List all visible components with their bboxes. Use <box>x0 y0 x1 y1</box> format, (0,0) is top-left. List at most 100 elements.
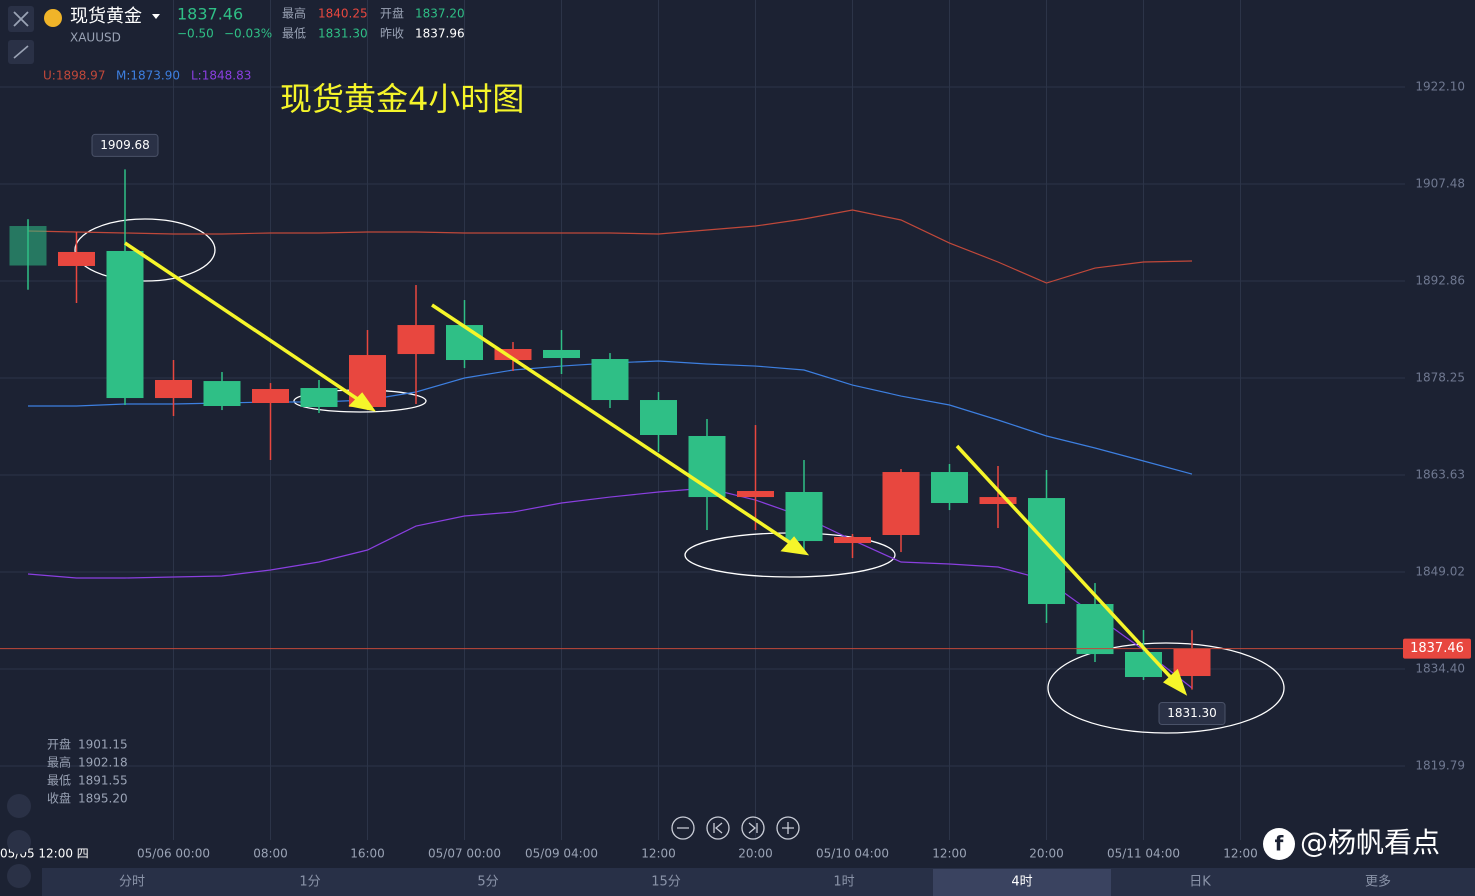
arrow <box>124 241 363 404</box>
close-icon <box>13 11 29 27</box>
stat-label: 开盘 <box>380 6 404 21</box>
playback-controls <box>671 816 800 840</box>
candle-body <box>931 472 968 504</box>
stat-value: 1831.30 <box>318 27 368 41</box>
price-callout-label: 1909.68 <box>100 138 150 152</box>
to-start[interactable] <box>706 816 730 840</box>
zoom-in[interactable] <box>776 816 800 840</box>
stat-value: 1840.25 <box>318 7 368 21</box>
info-value: 1902.18 <box>78 756 128 770</box>
stat-value: 1837.96 <box>415 27 465 41</box>
indicator-m: M:1873.90 <box>116 69 180 83</box>
tool-button[interactable] <box>7 864 31 888</box>
info-value: 1895.20 <box>78 792 128 806</box>
candle-body <box>979 497 1017 505</box>
symbol: XAUUSD <box>70 31 121 45</box>
price-callout <box>1158 702 1226 726</box>
tab[interactable]: 日K <box>1189 875 1211 890</box>
candle-body <box>494 348 532 361</box>
info-panel: 开盘 1901.15 最高 1902.18 最低 1891.55 收盘 1895.20 <box>47 737 128 806</box>
info-label: 开盘 <box>47 737 71 752</box>
x-tick-label: 16:00 <box>350 847 385 861</box>
tab[interactable]: 1分 <box>299 875 320 890</box>
y-tick-label: 1892.86 <box>1415 274 1465 288</box>
ellipse <box>74 218 216 282</box>
candle-body <box>203 381 241 406</box>
tab-active-bg <box>933 869 1111 896</box>
chart: 1922.10 1907.48 1892.86 1878.25 1863.63 1849.… <box>0 79 1471 861</box>
instrument-name[interactable]: 现货黄金 <box>70 6 142 27</box>
stat-value: 1837.20 <box>415 7 465 21</box>
info-value: 1891.55 <box>78 774 128 788</box>
candle-body <box>397 325 435 355</box>
arrow <box>955 444 1178 685</box>
x-tick-label: 20:00 <box>738 847 773 861</box>
info-label: 最高 <box>47 755 71 770</box>
candle-body <box>640 400 677 435</box>
change-pct: −0.03% <box>224 27 272 41</box>
candle-body <box>591 359 629 401</box>
x-tick-label: 12:00 <box>641 847 676 861</box>
tab[interactable]: 5分 <box>477 875 498 890</box>
price-callout-label: 1831.30 <box>1167 706 1217 720</box>
x-tick-label: 20:00 <box>1029 847 1064 861</box>
x-tick-label: 05/09 04:00 <box>525 847 598 861</box>
candle-body <box>155 379 192 399</box>
tab[interactable]: 15分 <box>651 875 681 890</box>
stat-label: 昨收 <box>380 27 404 41</box>
watermark-text: @杨帆看点 <box>1300 826 1440 859</box>
candle-body <box>543 349 580 359</box>
candle-body <box>1173 648 1211 677</box>
info-value: 1901.15 <box>78 738 128 752</box>
x-tick-label: 05/06 00:00 <box>137 847 210 861</box>
info-label: 最低 <box>47 774 71 788</box>
tab[interactable]: 1时 <box>833 875 854 890</box>
tab[interactable]: 更多 <box>1365 874 1391 890</box>
last-price-label: 1837.46 <box>1410 641 1464 656</box>
info-label: 收盘 <box>47 791 71 806</box>
change: −0.50 <box>177 27 214 41</box>
tab[interactable]: 4时 <box>1011 875 1032 890</box>
arrow <box>431 303 796 548</box>
candle-body <box>1076 604 1114 655</box>
candle-body <box>446 325 483 361</box>
candle-body <box>882 472 920 536</box>
tool-button[interactable] <box>7 794 31 818</box>
stat-label: 最低 <box>282 27 306 41</box>
candle-body <box>106 250 144 399</box>
coin-icon <box>44 9 62 27</box>
x-tick-label: 05/07 00:00 <box>428 847 501 861</box>
price: 1837.46 <box>177 5 243 24</box>
expand-icon <box>13 45 29 59</box>
zoom-out[interactable] <box>671 816 695 840</box>
ellipses <box>74 218 1285 734</box>
tab-bar <box>42 868 1475 896</box>
x-tick-label: 05/11 04:00 <box>1107 847 1180 861</box>
watermark-logo <box>1263 828 1295 860</box>
arrows <box>124 241 1188 696</box>
arrowhead <box>348 392 376 412</box>
candle-body <box>252 389 289 404</box>
watermark-logo-letter: f <box>1275 832 1284 856</box>
x-tick-label: 12:00 <box>932 847 967 861</box>
y-tick-label: 1878.25 <box>1415 370 1465 384</box>
side-tools <box>7 794 31 888</box>
dropdown-icon[interactable] <box>152 14 160 19</box>
band-line <box>27 209 1193 284</box>
candle-body <box>9 226 47 266</box>
indicator-l: L:1848.83 <box>191 69 251 83</box>
tab[interactable]: 分时 <box>119 875 145 890</box>
candle-body <box>1125 651 1162 678</box>
to-end[interactable] <box>741 816 765 840</box>
price-callout <box>91 133 159 157</box>
candle-body <box>349 355 386 407</box>
stat-label: 最高 <box>282 6 306 21</box>
candle-body <box>834 536 871 544</box>
y-tick-label: 1849.02 <box>1415 564 1465 578</box>
tool-button[interactable] <box>7 830 31 854</box>
band-line <box>27 487 1193 689</box>
arrowhead <box>1163 668 1188 696</box>
